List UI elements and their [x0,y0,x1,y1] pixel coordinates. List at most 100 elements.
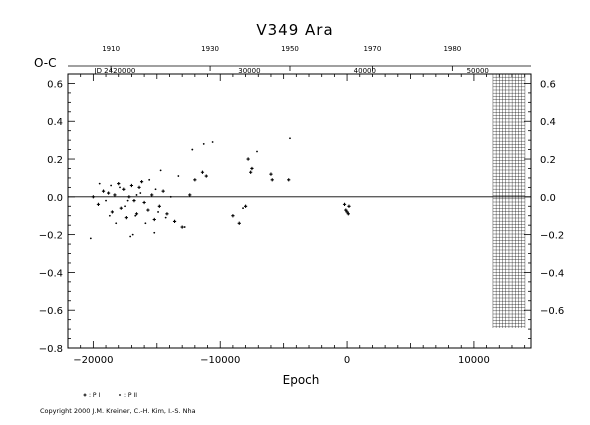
y-tick-label: 0.0 [47,193,63,204]
point-p2 [98,182,101,185]
point-p2 [139,192,142,194]
point-p1 [193,178,197,182]
plot-frame [67,73,532,349]
axis-ticks: −20000 −10000 0 10000 −0.8 −0.6 −0.4 −0.2 0.0 0.2… [39,45,565,366]
year-tick-label: 1980 [443,45,461,53]
x-axis-label: Epoch [283,373,320,387]
point-p1 [165,212,169,216]
point-p1 [124,216,128,220]
point-p1 [250,166,254,171]
point-p2 [135,194,138,196]
point-p2 [183,226,186,228]
point-p2 [154,188,157,191]
y-tick-label: 0.2 [47,155,63,166]
point-p1 [96,202,101,206]
point-p2 [115,222,118,225]
y-tick-label: 0.6 [47,79,63,90]
point-p1 [134,212,139,216]
point-p1 [106,191,111,195]
year-tick-label: 1950 [281,45,299,53]
point-p1 [287,178,291,182]
legend: : P I : P II [83,392,137,399]
point-p2 [119,186,121,189]
point-p1 [243,204,248,208]
x-tick-label: −20000 [73,355,113,366]
point-p2 [159,169,162,172]
legend-label: : P I [89,392,100,399]
legend-marker-p2 [119,394,121,396]
point-p2 [211,141,214,143]
point-p2 [126,199,129,202]
y-tick-label-right: −0.2 [540,231,564,242]
point-p1 [172,219,177,223]
point-p1 [342,202,347,206]
y-tick-label-right: 0.0 [540,193,556,204]
point-p1 [204,174,208,178]
point-p2 [191,148,194,151]
point-p1 [346,212,350,216]
point-p2 [134,214,137,217]
point-p2 [108,214,111,217]
legend-label: : P II [124,392,137,399]
point-p1 [269,172,273,176]
copyright-text: Copyright 2000 J.M. Kreiner, C.-H. Kim, … [40,407,196,415]
point-p1 [101,189,106,193]
jd-tick-label: 40000 [354,67,376,75]
point-p1 [344,208,348,212]
point-p2 [256,150,258,153]
chart-title: V349 Ara [256,21,333,39]
point-p1 [152,217,156,222]
point-p2 [129,235,132,238]
x-tick-label: −10000 [200,355,240,366]
point-p2 [157,211,159,213]
future-region-hatching [492,73,526,328]
point-p1 [188,193,192,197]
point-p1 [161,189,165,193]
point-p1 [132,199,136,203]
point-p2 [202,143,205,145]
point-p1 [347,204,351,208]
point-p2 [144,222,147,225]
point-p2 [169,195,172,198]
year-tick-label: 1970 [364,45,382,53]
y-tick-label: −0.6 [39,306,63,317]
point-p1 [231,214,235,218]
point-p2 [110,184,113,187]
point-p1 [122,187,126,191]
y-tick-label: −0.2 [39,231,63,242]
point-p1 [157,204,161,208]
point-p1 [139,180,144,184]
point-p2 [124,205,126,208]
y-axis-label: O-C [34,56,57,70]
x-tick-label: 0 [344,355,350,366]
point-p1 [146,208,150,212]
data-points [89,137,351,240]
point-p1 [270,178,274,182]
y-tick-label: −0.4 [39,268,63,279]
point-p1 [246,157,250,161]
point-p2 [105,199,107,202]
jd-tick-label: 50000 [467,67,489,75]
point-p1 [180,225,184,229]
point-p1 [142,200,146,205]
point-p2 [289,137,291,140]
y-tick-label: −0.8 [39,344,63,355]
point-p2 [164,216,167,219]
x-tick-label: 10000 [458,355,490,366]
year-tick-label: 1910 [102,45,120,53]
point-p1 [113,193,117,197]
jd-tick-label: 30000 [238,67,260,75]
legend-marker-p1 [83,393,87,397]
point-p1 [249,170,253,174]
point-p1 [91,195,95,199]
point-p2 [242,207,244,210]
point-p1 [119,206,123,210]
y-tick-label-right: −0.4 [540,268,564,279]
point-p1 [127,195,131,199]
year-tick-label: 1930 [201,45,219,53]
y-tick-label-right: 0.4 [540,117,556,128]
point-p1 [345,210,349,214]
point-p1 [237,221,241,225]
y-tick-label-right: 0.2 [540,155,556,166]
point-p2 [131,233,134,236]
